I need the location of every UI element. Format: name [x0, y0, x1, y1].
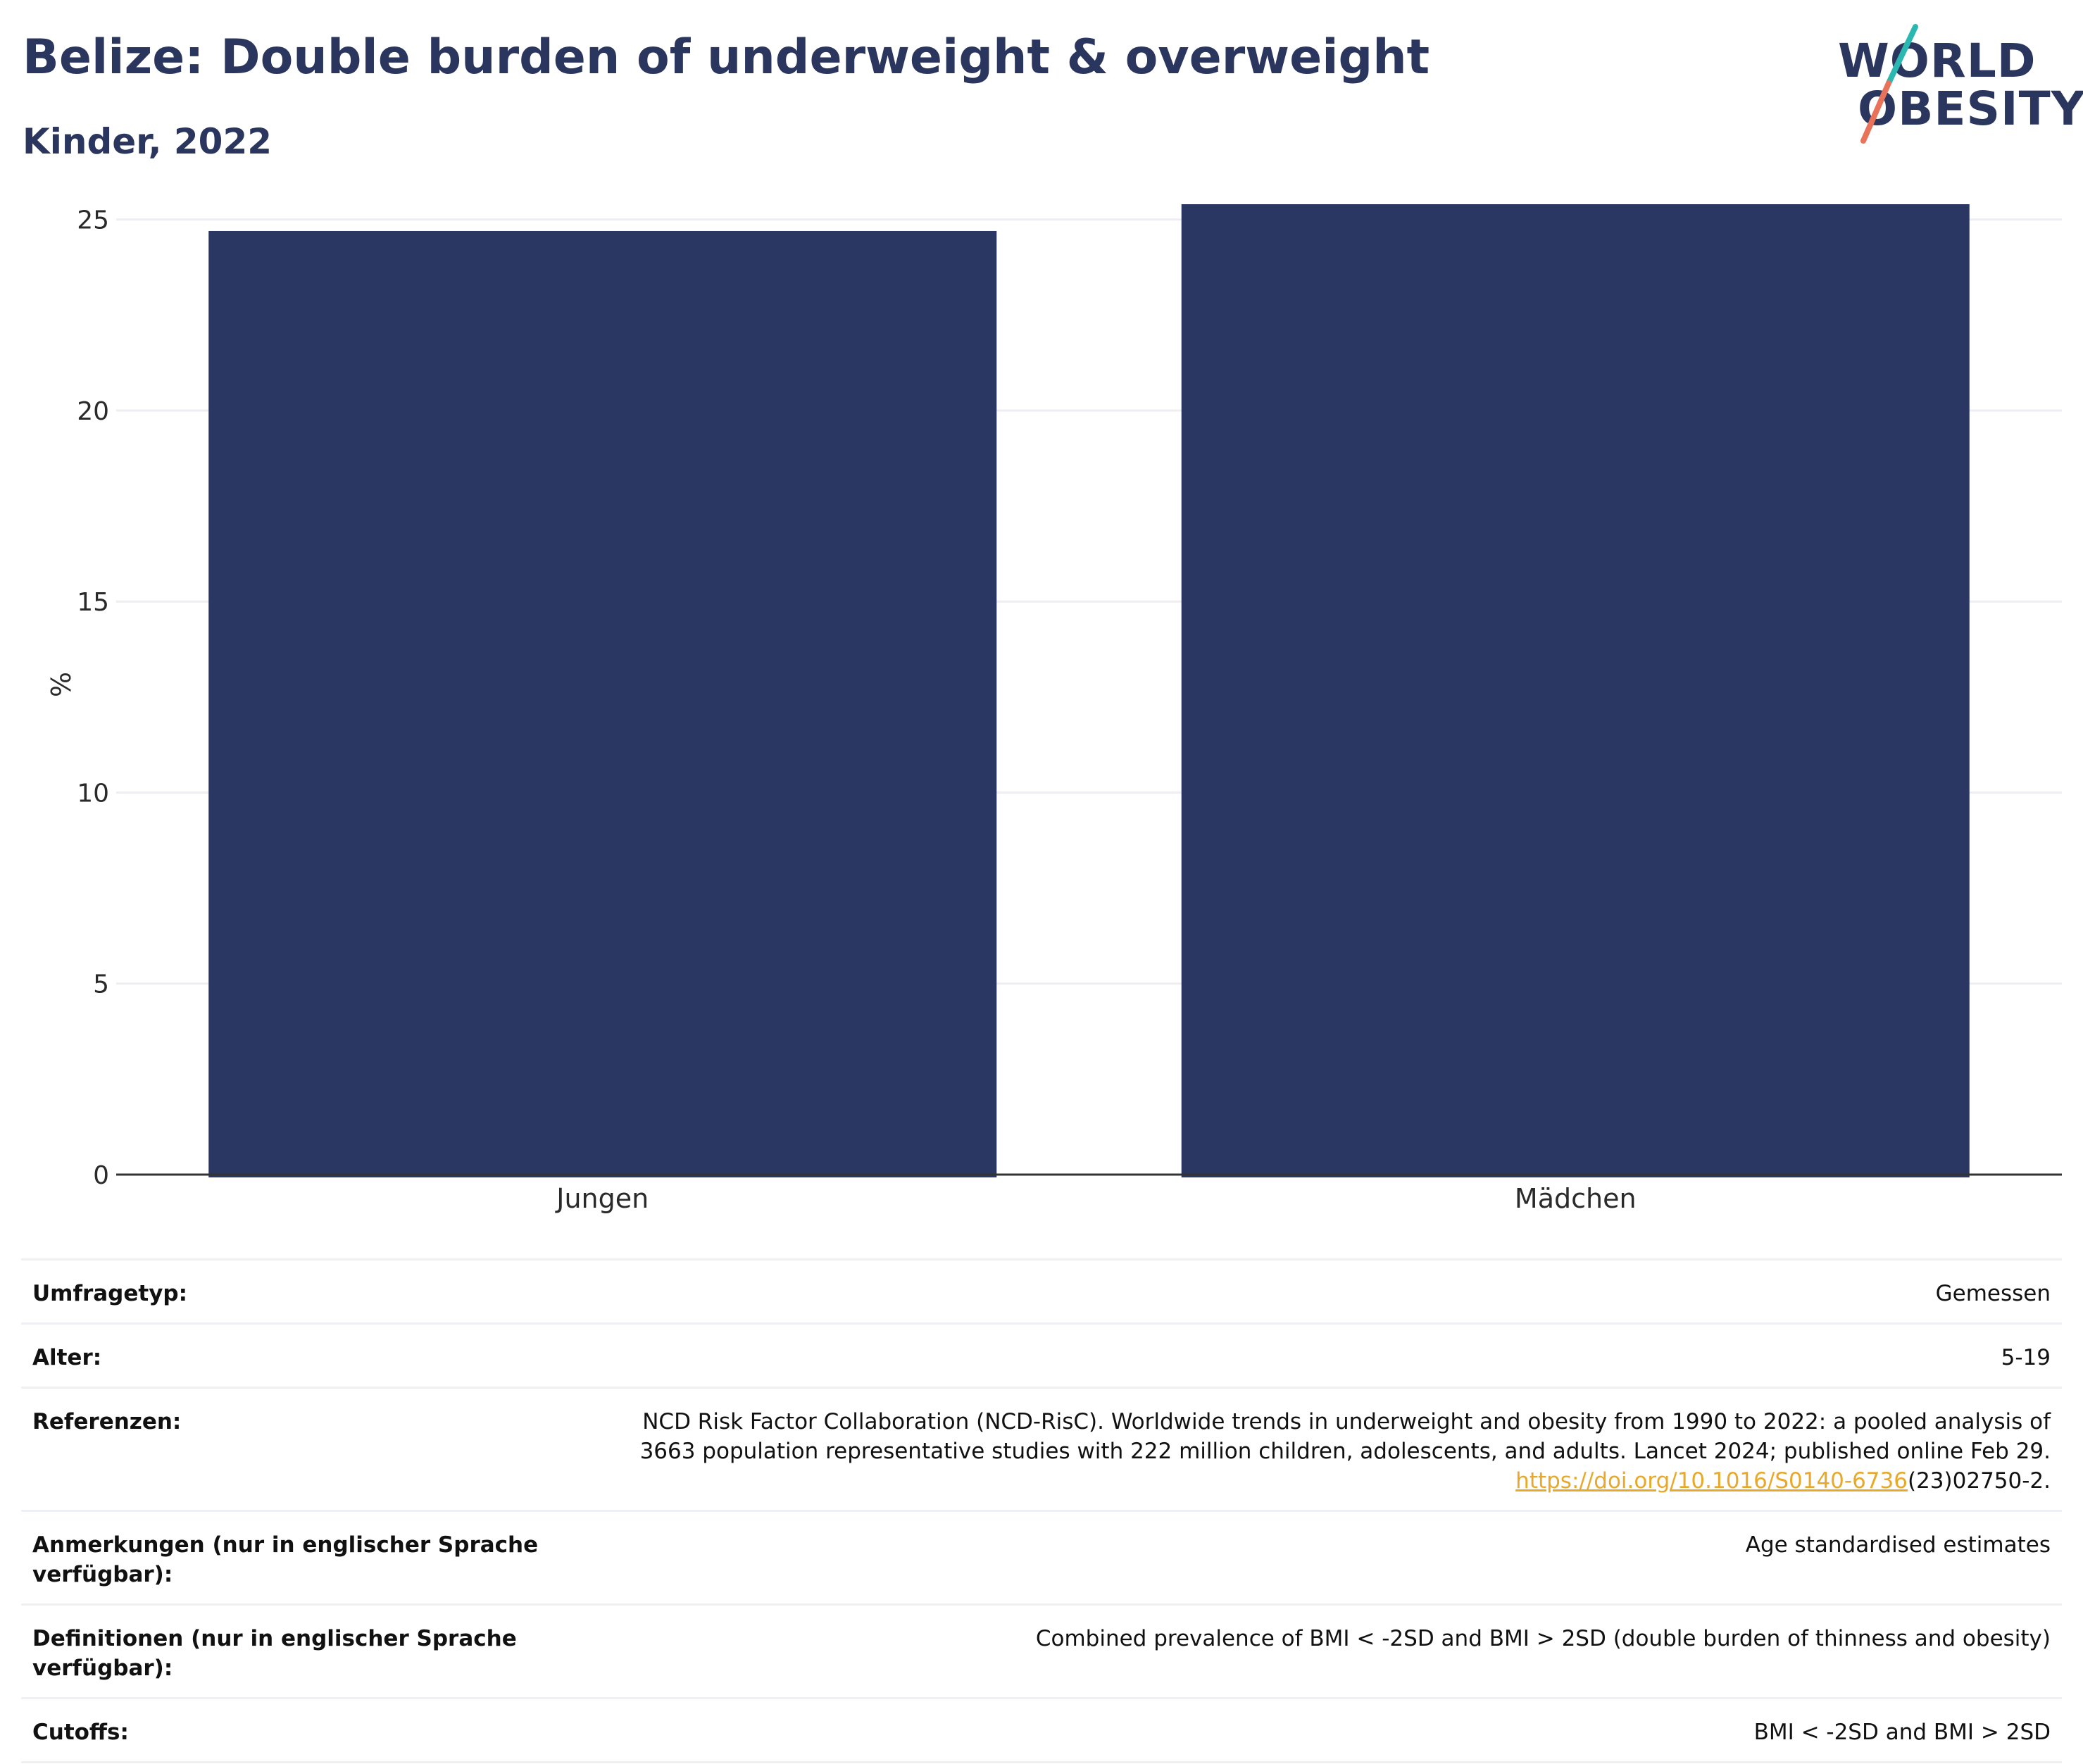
info-value: Age standardised estimates: [1745, 1532, 2051, 1558]
info-row-cutoffs: Cutoffs: BMI < -2SD and BMI > 2SD: [21, 1697, 2062, 1763]
info-label: Alter:: [32, 1345, 102, 1370]
info-row-notes: Anmerkungen (nur in englischer Sprache v…: [21, 1510, 2062, 1603]
info-value: Gemessen: [1935, 1281, 2051, 1306]
info-label: Definitionen (nur in englischer Sprache …: [32, 1626, 517, 1681]
info-value: NCD Risk Factor Collaboration (NCD-RisC)…: [539, 1407, 2051, 1496]
info-value: Combined prevalence of BMI < -2SD and BM…: [1035, 1626, 2051, 1651]
y-tick-label: 20: [77, 397, 109, 426]
bar-chart: 0 5 10 15 20 25 Jungen Mädchen %: [44, 204, 2062, 1214]
info-label: Cutoffs:: [32, 1720, 129, 1745]
info-label: Referenzen:: [32, 1409, 182, 1434]
y-axis-label: %: [44, 672, 75, 697]
info-value: 5-19: [2001, 1345, 2051, 1370]
info-row-survey-type: Umfragetyp: Gemessen: [21, 1258, 2062, 1322]
info-table: Umfragetyp: Gemessen Alter: 5-19 Referen…: [21, 1258, 2062, 1763]
info-row-references: Referenzen: NCD Risk Factor Collaboratio…: [21, 1387, 2062, 1510]
chart-axes: 0 5 10 15 20 25 Jungen Mädchen: [77, 206, 2062, 1214]
chart-bars: [208, 204, 1970, 1178]
logo-word-obesity: OBESITY: [1858, 82, 2083, 136]
x-tick-label: Mädchen: [1515, 1183, 1637, 1214]
bar-girls[interactable]: [1181, 204, 1970, 1177]
page-subtitle: Kinder, 2022: [23, 121, 273, 162]
y-tick-label: 15: [77, 588, 109, 617]
info-label: Anmerkungen (nur in englischer Sprache v…: [32, 1532, 539, 1587]
info-row-age: Alter: 5-19: [21, 1322, 2062, 1387]
y-tick-label: 5: [93, 970, 109, 999]
reference-line-2: 3663 population representative studies w…: [639, 1439, 2051, 1464]
info-label: Umfragetyp:: [32, 1281, 187, 1306]
world-obesity-logo[interactable]: WORLD OBESITY: [1838, 21, 2083, 148]
page-title: Belize: Double burden of underweight & o…: [23, 30, 1430, 85]
y-tick-label: 25: [77, 206, 109, 235]
y-tick-label: 10: [77, 779, 109, 808]
logo-word-world: WORLD: [1838, 34, 2037, 88]
info-row-definitions: Definitionen (nur in englischer Sprache …: [21, 1603, 2062, 1697]
logo-slash-icon: [1860, 24, 1918, 144]
bar-boys[interactable]: [208, 230, 997, 1178]
y-tick-label: 0: [93, 1161, 109, 1190]
reference-line-1: NCD Risk Factor Collaboration (NCD-RisC)…: [642, 1409, 2051, 1434]
doi-suffix: (23)02750-2.: [1907, 1468, 2051, 1494]
x-tick-label: Jungen: [555, 1183, 649, 1214]
doi-link[interactable]: https://doi.org/10.1016/S0140-6736: [1515, 1468, 1908, 1494]
info-value: BMI < -2SD and BMI > 2SD: [1753, 1720, 2051, 1745]
reference-line-3: https://doi.org/10.1016/S0140-6736(23)02…: [539, 1466, 2051, 1496]
